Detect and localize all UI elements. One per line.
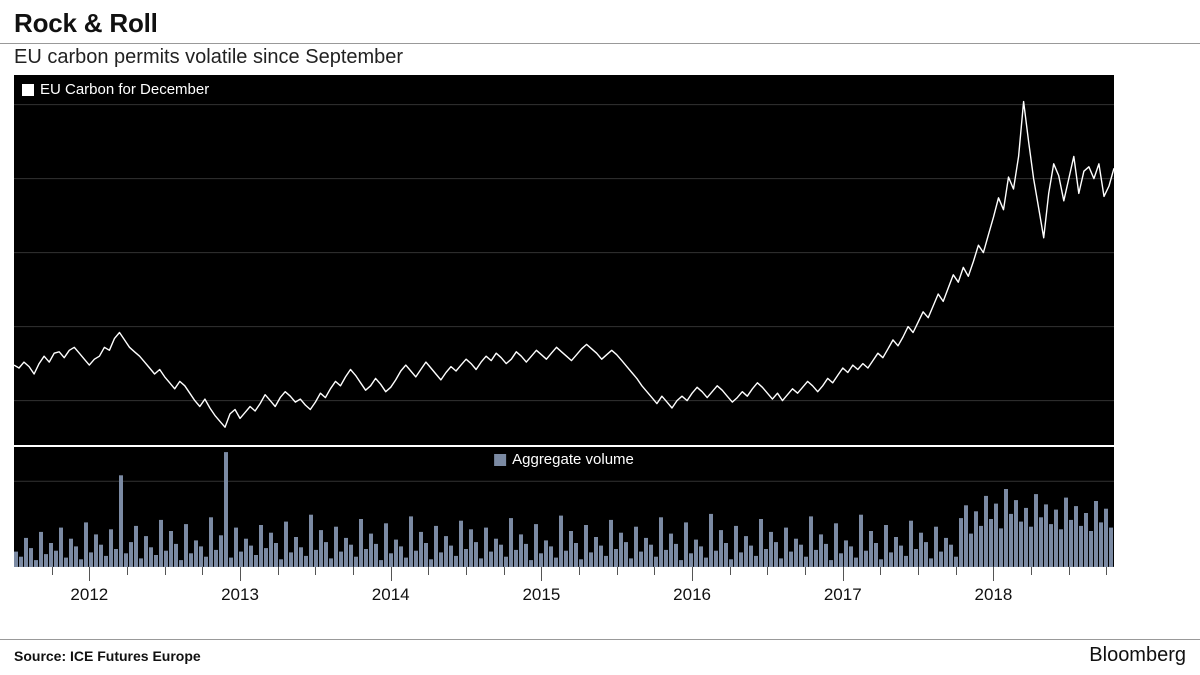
volume-panel: Aggregate volume 00.1M Contracts — [14, 447, 1114, 567]
price-axis-title: €/ton — [1159, 242, 1177, 278]
volume-legend: Aggregate volume — [494, 451, 634, 468]
price-chart — [14, 75, 1114, 445]
price-legend: EU Carbon for December — [22, 81, 209, 98]
price-legend-swatch — [22, 84, 34, 96]
chart-title: Rock & Roll — [14, 8, 1186, 39]
source-text: Source: ICE Futures Europe — [14, 648, 201, 664]
price-y-ticks: 510152025 — [1116, 75, 1160, 445]
x-tick-label: 2014 — [372, 585, 410, 605]
x-tick-label: 2013 — [221, 585, 259, 605]
x-tick-label: 2018 — [975, 585, 1013, 605]
volume-legend-swatch — [494, 454, 506, 466]
x-tick-label: 2012 — [70, 585, 108, 605]
x-axis: 2012 2013 2014 2015 2016 2017 2018 — [14, 567, 1114, 625]
price-panel: EU Carbon for December 510152025 €/ton — [14, 75, 1114, 445]
volume-legend-label: Aggregate volume — [512, 451, 634, 468]
volume-axis-title: Contracts — [1143, 473, 1161, 541]
price-legend-label: EU Carbon for December — [40, 81, 209, 98]
x-tick-label: 2016 — [673, 585, 711, 605]
chart-subtitle: EU carbon permits volatile since Septemb… — [0, 44, 1200, 75]
chart-header: Rock & Roll — [0, 0, 1200, 44]
chart-footer: Source: ICE Futures Europe Bloomberg — [0, 639, 1200, 675]
brand-text: Bloomberg — [1089, 644, 1186, 667]
plot-area: EU Carbon for December 510152025 €/ton A… — [0, 75, 1200, 639]
chart-card: Rock & Roll EU carbon permits volatile s… — [0, 0, 1200, 675]
x-tick-label: 2015 — [522, 585, 560, 605]
x-tick-label: 2017 — [824, 585, 862, 605]
